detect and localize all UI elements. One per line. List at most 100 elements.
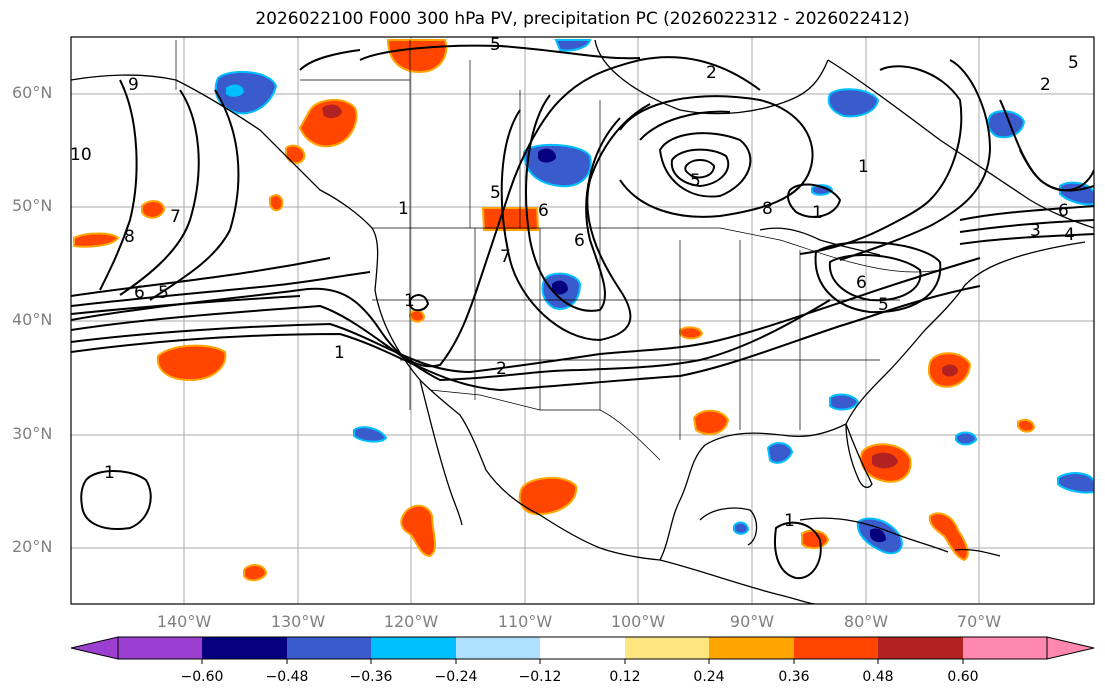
coastline-atlantic — [845, 241, 1086, 425]
coastline-labrador — [827, 59, 1094, 229]
colorbar-tick-label: −0.48 — [265, 669, 309, 685]
pv-contour-27 — [119, 89, 200, 296]
contour-label: 6 — [1058, 201, 1069, 221]
colorbar — [70, 636, 1095, 664]
map-frame — [70, 36, 1095, 605]
precip-neg-hudson — [554, 39, 592, 52]
contour-label: 10 — [70, 145, 92, 165]
pv-contour-32 — [639, 110, 731, 141]
pv-contour-25 — [299, 49, 361, 71]
pv-contour-14 — [787, 183, 842, 218]
contour-label: 2 — [496, 359, 507, 379]
lat-label-50n: 50°N — [12, 196, 53, 215]
precip-blob-pacific-3 — [156, 344, 227, 382]
contour-label: 5 — [878, 295, 889, 315]
contour-label: 7 — [170, 207, 181, 227]
colorbar-bin — [878, 637, 963, 659]
lon-label-80w: 80°W — [843, 612, 889, 631]
pv-contour-labels: 5 2 1 6 9 10 7 8 6 5 1 5 6 7 1 2 5 1 6 5… — [70, 37, 1079, 531]
precip-blob-pacific-2 — [73, 232, 120, 248]
precip-blob-pacific-4 — [243, 564, 268, 582]
colorbar-tick-label: −0.60 — [180, 669, 224, 685]
colorbar-bin — [287, 637, 371, 659]
contour-label: 9 — [128, 75, 139, 95]
colorbar-bin — [963, 637, 1047, 659]
colorbar-tick-label: 0.36 — [778, 669, 810, 685]
coastline-alaska — [71, 74, 177, 81]
contour-label: 1 — [334, 343, 345, 363]
pv-contour-16 — [814, 241, 942, 314]
contour-label: 5 — [1068, 53, 1079, 73]
pv-contour-20 — [1019, 149, 1094, 192]
coastline-baja — [419, 379, 463, 526]
precip-neg-atlantic-1 — [955, 431, 978, 446]
pv-contour-21 — [959, 205, 1094, 221]
precip-neg-nd-core — [538, 148, 556, 163]
border-us-mexico — [429, 389, 661, 461]
pv-contour-17 — [799, 65, 963, 255]
pv-contour-12 — [684, 159, 716, 179]
precip-blob-core — [322, 104, 342, 119]
coastline-hudson-bay — [594, 39, 829, 115]
contour-label: 1 — [404, 291, 415, 311]
colorbar-tick-label: −0.12 — [518, 669, 562, 685]
coastlines — [71, 39, 1094, 604]
precip-blob-atlantic-1-core — [942, 364, 958, 377]
contour-label: 7 — [500, 247, 511, 267]
lat-label-60n: 60°N — [12, 83, 53, 102]
coastline-great-lakes — [759, 227, 881, 256]
pv-contour-13 — [619, 95, 814, 218]
precip-neg-cuba-core — [870, 528, 886, 543]
colorbar-extend-high — [1046, 636, 1095, 660]
precip-blob-hispaniola — [928, 512, 969, 562]
contour-label: 6 — [856, 273, 867, 293]
contour-label: 6 — [134, 283, 145, 303]
contour-label: 3 — [1030, 221, 1041, 241]
contour-label: 1 — [398, 199, 409, 219]
lon-label-100w: 100°W — [610, 612, 666, 631]
contour-label: 6 — [574, 231, 585, 251]
lon-label-90w: 90°W — [729, 612, 775, 631]
precip-blob-pacific-1 — [141, 200, 166, 219]
colorbar-bin — [202, 637, 287, 659]
coastline-yucatan — [699, 507, 758, 546]
lon-label-140w: 140°W — [156, 612, 212, 631]
colorbar-bin — [540, 637, 625, 659]
pv-contour-23 — [959, 233, 1094, 245]
pv-contour-18 — [839, 59, 992, 261]
pv-contour-7 — [71, 285, 981, 392]
pv-contour-9 — [525, 94, 621, 312]
colorbar-extend-low — [70, 636, 119, 660]
lon-label-130w: 130°W — [270, 612, 326, 631]
contour-label: 5 — [690, 171, 701, 191]
colorbar-tick-label: 0.12 — [609, 669, 641, 685]
contour-label: 1 — [784, 511, 795, 531]
pv-contour-11 — [670, 148, 730, 188]
pv-contours — [71, 44, 1094, 580]
pv-contour-24 — [359, 44, 641, 61]
pv-contour-4 — [71, 257, 331, 297]
pv-contour-31 — [409, 294, 430, 312]
precip-neg-pacific-1 — [353, 426, 388, 443]
contour-label: 1 — [858, 157, 869, 177]
contour-label: 2 — [706, 63, 717, 83]
pv-contour-26 — [99, 79, 138, 291]
precip-blob-bahamas-core — [872, 452, 898, 469]
colorbar-bin — [709, 637, 794, 659]
contour-label: 4 — [1064, 225, 1075, 245]
colorbar-tick-label: −0.36 — [349, 669, 393, 685]
contour-label: 1 — [104, 463, 115, 483]
pv-contour-22 — [959, 219, 1094, 233]
precip-neg-florida — [766, 442, 794, 464]
coastline-florida — [845, 423, 873, 489]
lat-label-20n: 20°N — [12, 537, 53, 556]
colorbar-tick-label: 0.60 — [947, 669, 979, 685]
precip-neg-georgia — [829, 393, 860, 411]
figure-title: 2026022100 F000 300 hPa PV, precipitatio… — [255, 9, 910, 29]
precip-neg-quebec — [827, 88, 880, 118]
contour-label: 8 — [124, 227, 135, 247]
colorbar-bin — [118, 637, 202, 659]
contour-label: 5 — [158, 283, 169, 303]
precip-blob-baja — [400, 504, 437, 558]
